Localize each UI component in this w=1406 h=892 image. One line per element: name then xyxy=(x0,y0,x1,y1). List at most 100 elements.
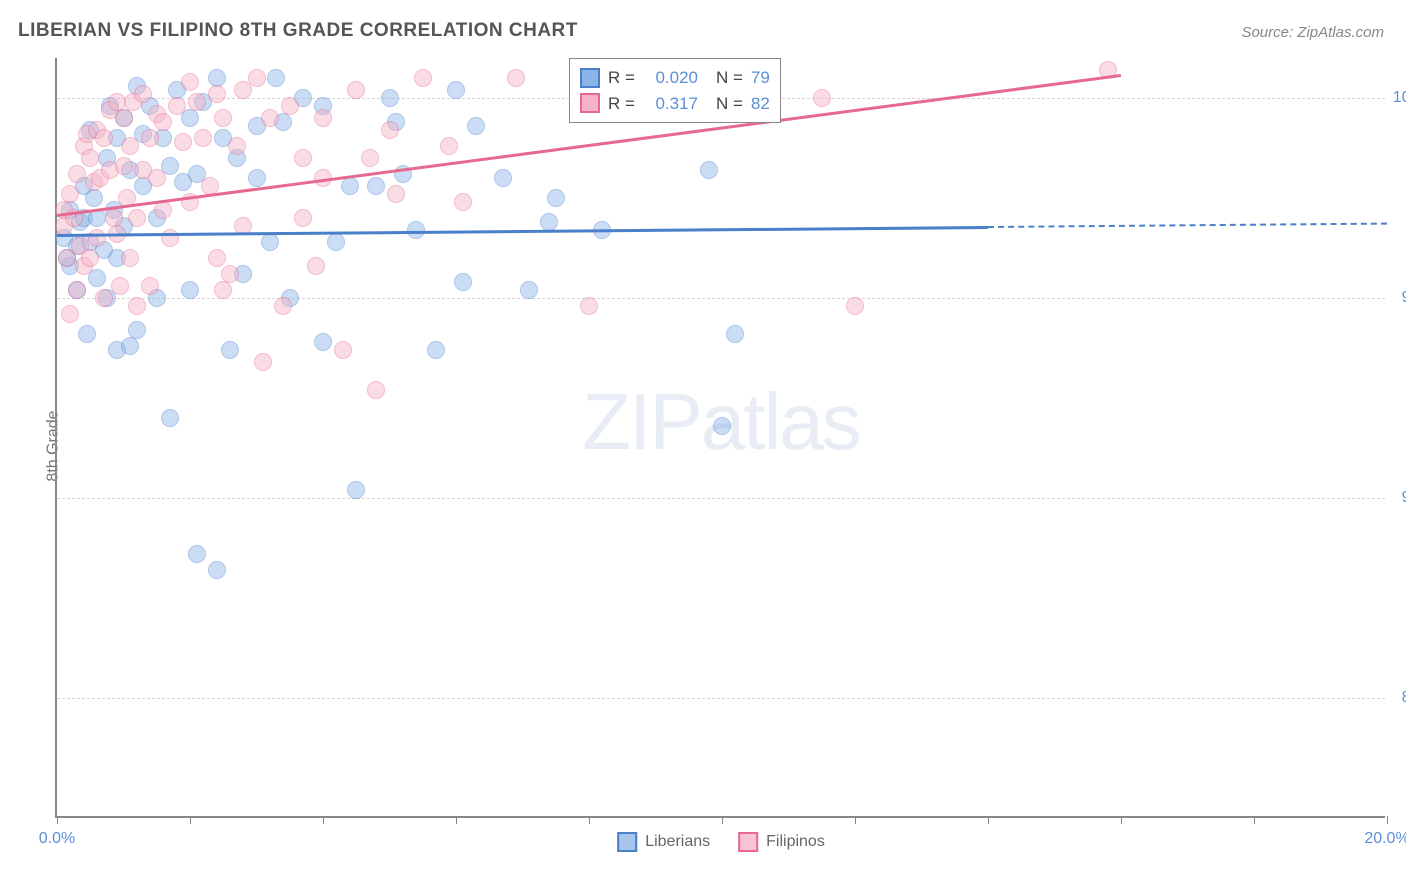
legend-n-value: 79 xyxy=(751,65,770,91)
scatter-point xyxy=(580,297,598,315)
scatter-point xyxy=(208,561,226,579)
scatter-point xyxy=(540,213,558,231)
x-tick xyxy=(1254,816,1255,824)
scatter-point xyxy=(547,189,565,207)
x-tick xyxy=(1121,816,1122,824)
scatter-point xyxy=(208,249,226,267)
scatter-point xyxy=(361,149,379,167)
scatter-point xyxy=(188,93,206,111)
scatter-point xyxy=(520,281,538,299)
trend-line xyxy=(57,226,988,236)
x-tick xyxy=(57,816,58,824)
legend-r-label: R = xyxy=(608,65,635,91)
x-tick-label: 20.0% xyxy=(1364,830,1406,848)
scatter-point xyxy=(381,89,399,107)
x-tick xyxy=(323,816,324,824)
scatter-point xyxy=(454,193,472,211)
legend-stats: R =0.020N =79R =0.317N =82 xyxy=(569,58,781,123)
scatter-point xyxy=(174,133,192,151)
legend-r-label: R = xyxy=(608,91,635,117)
scatter-point xyxy=(221,341,239,359)
scatter-point xyxy=(181,73,199,91)
scatter-point xyxy=(194,129,212,147)
scatter-point xyxy=(294,149,312,167)
scatter-point xyxy=(314,109,332,127)
scatter-point xyxy=(214,281,232,299)
scatter-point xyxy=(327,233,345,251)
scatter-point xyxy=(141,277,159,295)
x-tick xyxy=(988,816,989,824)
legend-swatch xyxy=(738,832,758,852)
scatter-point xyxy=(314,333,332,351)
scatter-point xyxy=(168,97,186,115)
x-tick xyxy=(855,816,856,824)
legend-row: R = 0.317 N = 82 xyxy=(580,91,770,117)
scatter-point xyxy=(347,481,365,499)
legend-n-value: 82 xyxy=(751,91,770,117)
x-tick xyxy=(589,816,590,824)
legend-item: Liberians xyxy=(617,832,710,852)
legend-swatch xyxy=(617,832,637,852)
scatter-point xyxy=(161,229,179,247)
legend-row: R =0.020N =79 xyxy=(580,65,770,91)
scatter-point xyxy=(274,297,292,315)
scatter-point xyxy=(105,209,123,227)
scatter-point xyxy=(440,137,458,155)
legend-n-label: N = xyxy=(716,91,743,117)
scatter-point xyxy=(81,149,99,167)
scatter-point xyxy=(61,305,79,323)
y-tick-label: 85.0% xyxy=(1402,689,1406,707)
source-attribution: Source: ZipAtlas.com xyxy=(1241,24,1384,41)
scatter-point xyxy=(447,81,465,99)
scatter-point xyxy=(307,257,325,275)
legend-item: Filipinos xyxy=(738,832,825,852)
scatter-point xyxy=(414,69,432,87)
scatter-point xyxy=(181,109,199,127)
x-tick xyxy=(456,816,457,824)
scatter-point xyxy=(427,341,445,359)
legend-swatch xyxy=(580,93,600,113)
scatter-point xyxy=(261,233,279,251)
scatter-point xyxy=(281,97,299,115)
scatter-point xyxy=(61,185,79,203)
scatter-point xyxy=(700,161,718,179)
scatter-point xyxy=(68,281,86,299)
scatter-point xyxy=(507,69,525,87)
scatter-point xyxy=(454,273,472,291)
scatter-point xyxy=(341,177,359,195)
chart-container: LIBERIAN VS FILIPINO 8TH GRADE CORRELATI… xyxy=(0,0,1406,892)
scatter-point xyxy=(134,85,152,103)
scatter-point xyxy=(148,169,166,187)
scatter-point xyxy=(154,201,172,219)
legend-swatch xyxy=(580,68,600,88)
scatter-point xyxy=(347,81,365,99)
scatter-point xyxy=(68,165,86,183)
scatter-point xyxy=(214,109,232,127)
scatter-point xyxy=(294,209,312,227)
chart-title: LIBERIAN VS FILIPINO 8TH GRADE CORRELATI… xyxy=(18,20,578,42)
x-tick-label: 0.0% xyxy=(39,830,75,848)
plot-area: ZIPatlas 85.0%90.0%95.0%100.0%0.0%20.0%R… xyxy=(55,58,1385,818)
x-tick xyxy=(722,816,723,824)
scatter-point xyxy=(494,169,512,187)
scatter-point xyxy=(367,381,385,399)
scatter-point xyxy=(111,277,129,295)
y-tick-label: 95.0% xyxy=(1402,289,1406,307)
scatter-point xyxy=(128,209,146,227)
scatter-point xyxy=(387,185,405,203)
y-tick-label: 100.0% xyxy=(1393,89,1406,107)
gridline xyxy=(57,298,1385,299)
scatter-point xyxy=(267,69,285,87)
scatter-point xyxy=(813,89,831,107)
scatter-point xyxy=(115,109,133,127)
scatter-point xyxy=(128,297,146,315)
gridline xyxy=(57,698,1385,699)
legend-n-label: N = xyxy=(716,65,743,91)
scatter-point xyxy=(88,269,106,287)
scatter-point xyxy=(248,69,266,87)
scatter-point xyxy=(115,157,133,175)
legend-label: Liberians xyxy=(645,833,710,851)
legend-r-value: 0.317 xyxy=(643,91,698,117)
y-tick-label: 90.0% xyxy=(1402,489,1406,507)
scatter-point xyxy=(121,249,139,267)
